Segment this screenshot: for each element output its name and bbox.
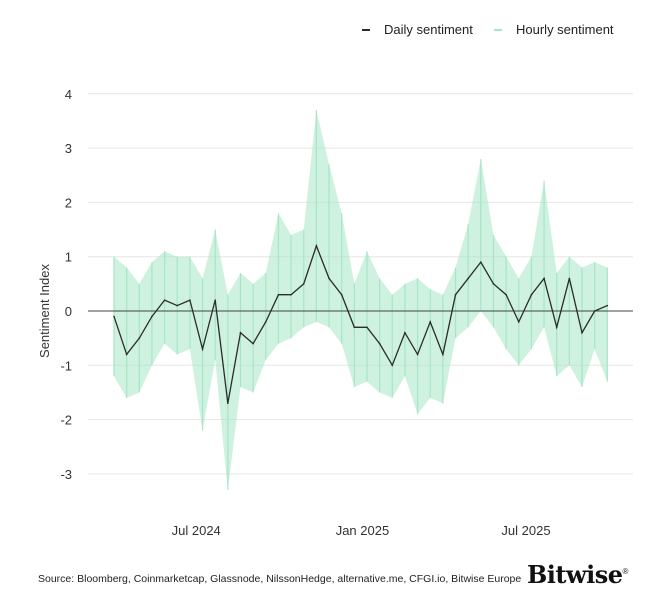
daily-sentiment-point xyxy=(492,283,495,285)
daily-sentiment-point xyxy=(125,353,128,356)
daily-sentiment-point xyxy=(454,293,457,296)
x-tick-label: Jul 2025 xyxy=(501,523,550,538)
daily-legend-swatch xyxy=(362,28,370,31)
daily-sentiment-point xyxy=(606,304,609,307)
daily-sentiment-point xyxy=(239,331,242,334)
daily-sentiment-point xyxy=(442,353,444,356)
bitwise-logo: Bitwise® xyxy=(527,560,628,589)
hourly-sentiment-area xyxy=(114,110,608,491)
daily-sentiment-point xyxy=(252,342,254,345)
y-tick-label: 1 xyxy=(65,250,72,265)
daily-sentiment-point xyxy=(505,293,507,296)
daily-sentiment-point xyxy=(214,299,216,301)
daily-sentiment-point xyxy=(593,310,596,312)
daily-sentiment-point xyxy=(176,304,179,307)
legend-item-hourly: Hourly sentiment xyxy=(494,22,614,37)
daily-sentiment-point xyxy=(227,402,229,405)
legend-label-hourly: Hourly sentiment xyxy=(516,22,614,37)
daily-sentiment-point xyxy=(530,293,533,296)
daily-sentiment-point xyxy=(328,277,330,280)
daily-sentiment-point xyxy=(189,299,191,301)
daily-sentiment-point xyxy=(555,326,558,329)
daily-sentiment-point xyxy=(163,299,166,301)
y-tick-label: 0 xyxy=(65,304,72,319)
daily-sentiment-point xyxy=(315,245,318,247)
daily-sentiment-point xyxy=(277,293,280,296)
daily-sentiment-point xyxy=(264,321,267,323)
y-tick-label: 3 xyxy=(65,141,72,156)
x-tick-label: Jan 2025 xyxy=(336,523,390,538)
logo-text: Bitwise xyxy=(527,560,623,589)
x-tick-label: Jul 2024 xyxy=(172,523,221,538)
daily-sentiment-point xyxy=(353,326,356,329)
daily-sentiment-point xyxy=(416,353,419,356)
daily-sentiment-point xyxy=(543,277,545,280)
legend-label-daily: Daily sentiment xyxy=(384,22,473,37)
legend-item-daily: Daily sentiment xyxy=(362,22,473,37)
daily-sentiment-point xyxy=(568,277,571,280)
daily-sentiment-line xyxy=(113,243,608,404)
daily-sentiment-point xyxy=(404,331,406,334)
hourly-legend-swatch xyxy=(494,28,502,31)
daily-sentiment-point xyxy=(113,315,115,318)
daily-sentiment-point xyxy=(290,293,292,296)
daily-sentiment-point xyxy=(138,337,141,339)
y-tick-label: -1 xyxy=(60,358,72,373)
daily-sentiment-point xyxy=(366,326,368,329)
daily-sentiment-point xyxy=(378,342,381,345)
daily-sentiment-point xyxy=(429,321,432,323)
daily-sentiment-point xyxy=(467,277,469,280)
daily-sentiment-point xyxy=(480,261,482,263)
daily-sentiment-point xyxy=(517,321,520,323)
daily-sentiment-point xyxy=(201,348,204,350)
y-axis-label: Sentiment Index xyxy=(37,264,52,358)
y-tick-label: -2 xyxy=(60,413,72,428)
daily-sentiment-point xyxy=(581,331,583,334)
daily-sentiment-point xyxy=(302,283,305,285)
y-tick-label: 4 xyxy=(65,87,72,102)
y-tick-label: 2 xyxy=(65,195,72,210)
y-tick-label: -3 xyxy=(60,467,72,482)
daily-sentiment-point xyxy=(151,315,153,318)
daily-sentiment-point xyxy=(340,293,343,296)
source-note: Source: Bloomberg, Coinmarketcap, Glassn… xyxy=(38,573,522,585)
daily-sentiment-point xyxy=(391,364,394,367)
